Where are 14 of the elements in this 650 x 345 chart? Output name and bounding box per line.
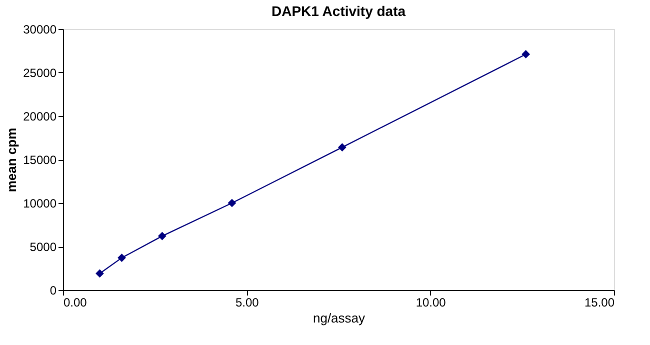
y-tick-label: 20000 [23, 110, 57, 124]
x-tick-label: 15.00 [584, 296, 615, 310]
y-tick-label: 5000 [30, 240, 57, 254]
x-tick-label: 10.00 [416, 296, 446, 310]
x-tick-label: 5.00 [235, 296, 260, 310]
chart-title: DAPK1 Activity data [271, 3, 406, 19]
y-tick-label: 30000 [23, 22, 57, 36]
y-axis-title: mean cpm [4, 128, 20, 192]
y-tick-label: 0 [50, 284, 57, 298]
y-tick-label: 15000 [23, 153, 57, 167]
x-axis-title: ng/assay [312, 310, 366, 326]
x-tick-label: 0.00 [64, 296, 88, 310]
y-tick-label: 25000 [23, 66, 57, 80]
y-tick-label: 10000 [23, 196, 57, 210]
